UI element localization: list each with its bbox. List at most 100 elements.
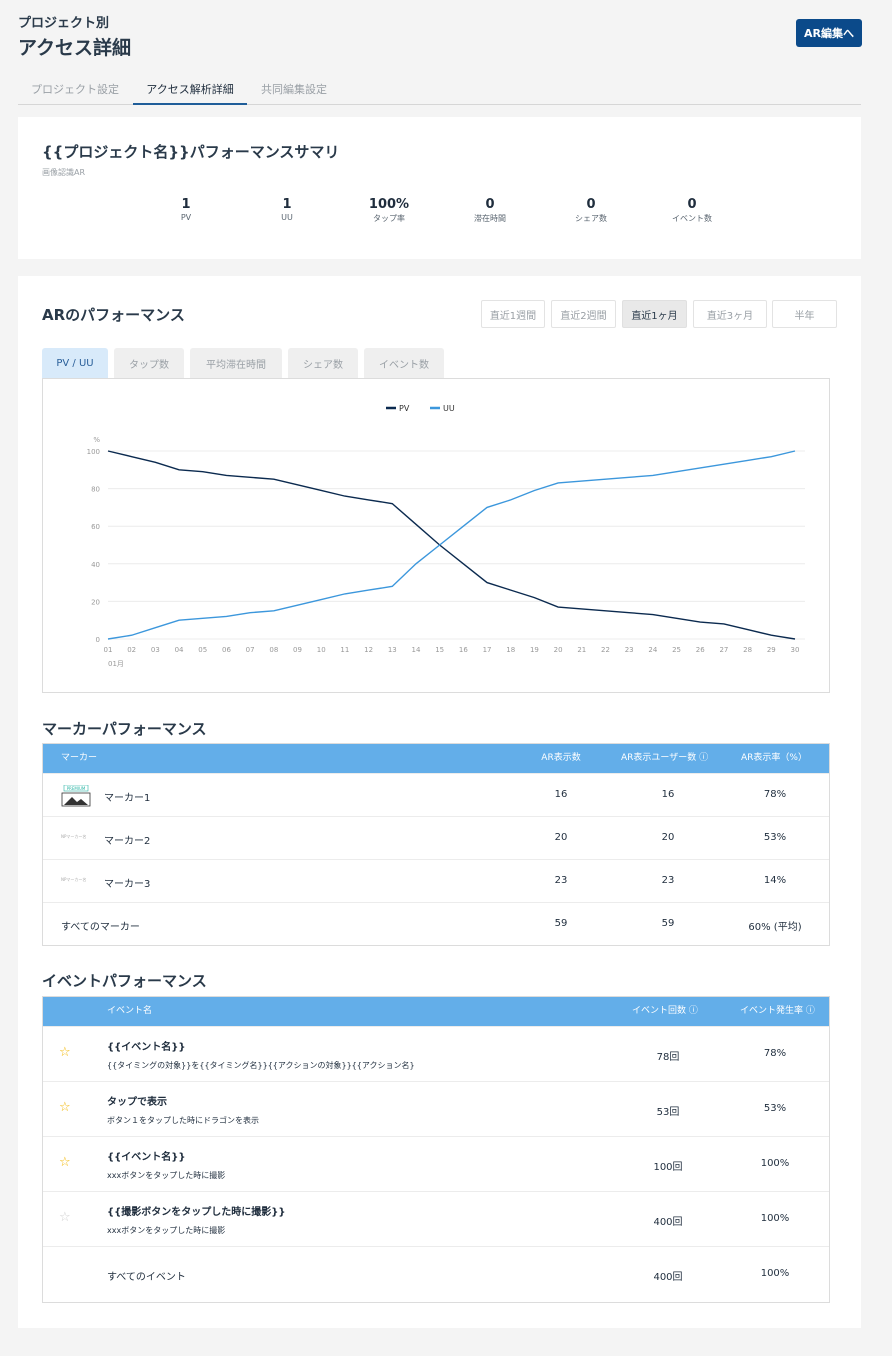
- x-tick-label: 06: [222, 646, 231, 654]
- summary-title: {{プロジェクト名}}パフォーマンスサマリ: [42, 143, 340, 161]
- series-line-uu: [107, 450, 796, 640]
- table-row[interactable]: PREMIUM マーカー1 16 16 78%: [43, 773, 829, 816]
- event-performance-title: イベントパフォーマンス: [42, 972, 207, 990]
- y-tick-label: 40: [91, 561, 100, 569]
- col-marker: マーカー: [61, 753, 98, 763]
- event-total-count: 400回: [653, 1272, 683, 1283]
- chart-tab-shares[interactable]: シェア数: [288, 348, 358, 378]
- marker-table: マーカー AR表示数 AR表示ユーザー数 ⓘ AR表示率（%） PREMIUM …: [42, 743, 830, 946]
- marker-total-rate: 60% (平均): [748, 922, 802, 933]
- event-count: 53回: [656, 1107, 680, 1118]
- table-total-row: すべてのイベント 400回 100%: [43, 1246, 829, 1301]
- summary-subtitle: 画像認識AR: [42, 168, 86, 177]
- event-desc: ボタン１をタップした時にドラゴンを表示: [107, 1116, 259, 1125]
- event-rate: 53%: [763, 1103, 787, 1114]
- y-tick-label: 80: [91, 486, 100, 494]
- y-tick-label: 60: [91, 523, 100, 531]
- table-row[interactable]: ☆ {{イベント名}} {{タイミングの対象}}を{{タイミング名}}{{アクシ…: [43, 1026, 829, 1081]
- event-name: タップで表示: [107, 1097, 167, 1108]
- metric-events: 0 イベント数: [652, 197, 732, 224]
- series-line-pv: [107, 450, 796, 640]
- x-tick-label: 21: [577, 646, 586, 654]
- metric-uu: 1 UU: [247, 197, 327, 222]
- x-tick-label: 20: [554, 646, 563, 654]
- marker-name: マーカー1: [104, 793, 151, 804]
- summary-card: {{プロジェクト名}}パフォーマンスサマリ 画像認識AR 1 PV 1 UU 1…: [18, 117, 861, 259]
- x-tick-label: 19: [530, 646, 539, 654]
- period-3-months-button[interactable]: 直近3ヶ月: [693, 300, 767, 328]
- star-icon[interactable]: ☆: [59, 1045, 71, 1060]
- help-icon[interactable]: ⓘ: [688, 1006, 698, 1016]
- x-tick-label: 17: [483, 646, 492, 654]
- x-tick-label: 23: [625, 646, 634, 654]
- event-total-rate: 100%: [760, 1268, 790, 1279]
- x-tick-label: 29: [767, 646, 776, 654]
- x-tick-label: 13: [388, 646, 397, 654]
- metric-shares: 0 シェア数: [551, 197, 631, 224]
- marker-name: マーカー2: [104, 836, 151, 847]
- metric-value: 0: [485, 197, 495, 212]
- marker-ar-users: 20: [661, 832, 675, 843]
- marker-total-label: すべてのマーカー: [61, 922, 140, 933]
- help-icon[interactable]: ⓘ: [699, 753, 709, 763]
- marker-ar-views: 23: [554, 875, 568, 886]
- x-tick-label: 01: [104, 646, 113, 654]
- event-rate: 100%: [760, 1213, 790, 1224]
- table-row[interactable]: NPマーカー名 マーカー2 20 20 53%: [43, 816, 829, 859]
- event-table: イベント名 イベント回数 ⓘ イベント発生率 ⓘ ☆ {{イベント名}} {{タ…: [42, 996, 830, 1303]
- x-tick-label: 07: [246, 646, 255, 654]
- x-tick-label: 03: [151, 646, 160, 654]
- table-row[interactable]: ☆ タップで表示 ボタン１をタップした時にドラゴンを表示 53回 53%: [43, 1081, 829, 1136]
- event-count: 400回: [653, 1217, 683, 1228]
- x-tick-label: 08: [269, 646, 278, 654]
- period-1-month-button[interactable]: 直近1ヶ月: [622, 300, 687, 328]
- x-tick-label: 27: [719, 646, 728, 654]
- event-name: {{撮影ボタンをタップした時に撮影}}: [107, 1207, 286, 1218]
- x-tick-label: 25: [672, 646, 681, 654]
- event-name: {{イベント名}}: [107, 1152, 186, 1163]
- event-count: 78回: [656, 1052, 680, 1063]
- event-count: 100回: [653, 1162, 683, 1173]
- marker-ar-views: 20: [554, 832, 568, 843]
- period-2-weeks-button[interactable]: 直近2週間: [551, 300, 616, 328]
- marker-ar-users: 23: [661, 875, 675, 886]
- x-tick-label: 16: [459, 646, 468, 654]
- metric-value: 100%: [368, 197, 410, 212]
- marker-ar-users: 16: [661, 789, 675, 800]
- table-row[interactable]: ☆ {{撮影ボタンをタップした時に撮影}} xxxボタンをタップした時に撮影 4…: [43, 1191, 829, 1246]
- table-row[interactable]: NPマーカー名 マーカー3 23 23 14%: [43, 859, 829, 902]
- tab-co-editing[interactable]: 共同編集設定: [261, 83, 327, 96]
- x-tick-label: 28: [743, 646, 752, 654]
- chart-tab-avg-stay[interactable]: 平均滞在時間: [190, 348, 282, 378]
- y-tick-label: 100: [87, 448, 100, 456]
- tab-project-settings[interactable]: プロジェクト設定: [31, 83, 119, 96]
- chart-tab-pv-uu[interactable]: PV / UU: [42, 348, 108, 378]
- marker-thumbnail: NPマーカー名: [61, 834, 87, 839]
- ar-edit-button[interactable]: AR編集へ: [796, 19, 862, 47]
- period-half-year-button[interactable]: 半年: [772, 300, 837, 328]
- x-tick-label: 15: [435, 646, 444, 654]
- period-1-week-button[interactable]: 直近1週間: [481, 300, 545, 328]
- marker-table-header: マーカー AR表示数 AR表示ユーザー数 ⓘ AR表示率（%）: [43, 744, 829, 773]
- help-icon[interactable]: ⓘ: [805, 1006, 815, 1016]
- pv-uu-chart: 0 20 40 60 80 100% 01 02 03 04 05 06 07 08 09 10 11 12 13 1…: [42, 378, 830, 693]
- star-icon[interactable]: ☆: [59, 1210, 71, 1225]
- metric-pv: 1 PV: [146, 197, 226, 222]
- star-icon[interactable]: ☆: [59, 1100, 71, 1115]
- x-tick-label: 12: [364, 646, 373, 654]
- metric-tap-rate: 100% タップ率: [349, 197, 429, 224]
- chart-tab-taps[interactable]: タップ数: [114, 348, 184, 378]
- metric-label: UU: [281, 213, 293, 222]
- tab-access-analysis[interactable]: アクセス解析詳細: [133, 76, 247, 105]
- col-event-name: イベント名: [107, 1006, 153, 1016]
- col-event-count: イベント回数 ⓘ: [632, 997, 698, 1026]
- x-tick-label: 30: [791, 646, 800, 654]
- metric-label: イベント数: [672, 214, 712, 223]
- page-tabs: プロジェクト設定 アクセス解析詳細 共同編集設定: [18, 76, 861, 105]
- y-tick-label: 0: [96, 636, 100, 644]
- chart-tab-events[interactable]: イベント数: [364, 348, 444, 378]
- x-tick-label: 09: [293, 646, 302, 654]
- x-tick-label: 22: [601, 646, 610, 654]
- table-row[interactable]: ☆ {{イベント名}} xxxボタンをタップした時に撮影 100回 100%: [43, 1136, 829, 1191]
- star-icon[interactable]: ☆: [59, 1155, 71, 1170]
